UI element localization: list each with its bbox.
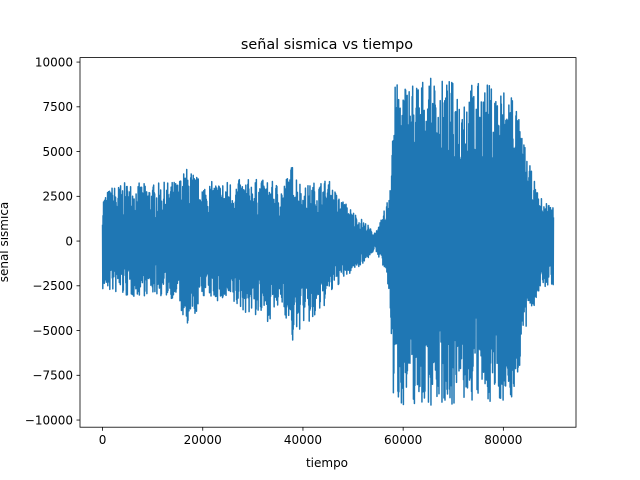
chart-title: señal sismica vs tiempo xyxy=(241,37,413,53)
y-tick-label: 2500 xyxy=(42,190,73,204)
axes-frame xyxy=(79,57,577,428)
y-tick-label: −2500 xyxy=(32,279,73,293)
y-tick-label: −7500 xyxy=(32,369,73,383)
x-tick-label: 60000 xyxy=(384,433,422,447)
x-tick-label: 40000 xyxy=(284,433,322,447)
series-line-0 xyxy=(101,77,555,406)
y-tick-label: 7500 xyxy=(42,100,73,114)
y-axis-label: señal sismica xyxy=(0,202,11,283)
axis-ticks: 0 20000 40000 60000 80000 −10000 −7500 −5000 −25… xyxy=(25,55,523,447)
x-axis-label: tiempo xyxy=(306,456,348,470)
x-tick-label: 80000 xyxy=(484,433,522,447)
x-tick-label: 20000 xyxy=(184,433,222,447)
y-tick-label: 5000 xyxy=(42,145,73,159)
y-tick-label: −10000 xyxy=(25,413,73,427)
y-tick-label: 10000 xyxy=(35,55,73,69)
x-tick-label: 0 xyxy=(99,433,107,447)
y-tick-label: 0 xyxy=(65,234,73,248)
y-tick-label: −5000 xyxy=(32,324,73,338)
plot-area xyxy=(101,77,555,406)
